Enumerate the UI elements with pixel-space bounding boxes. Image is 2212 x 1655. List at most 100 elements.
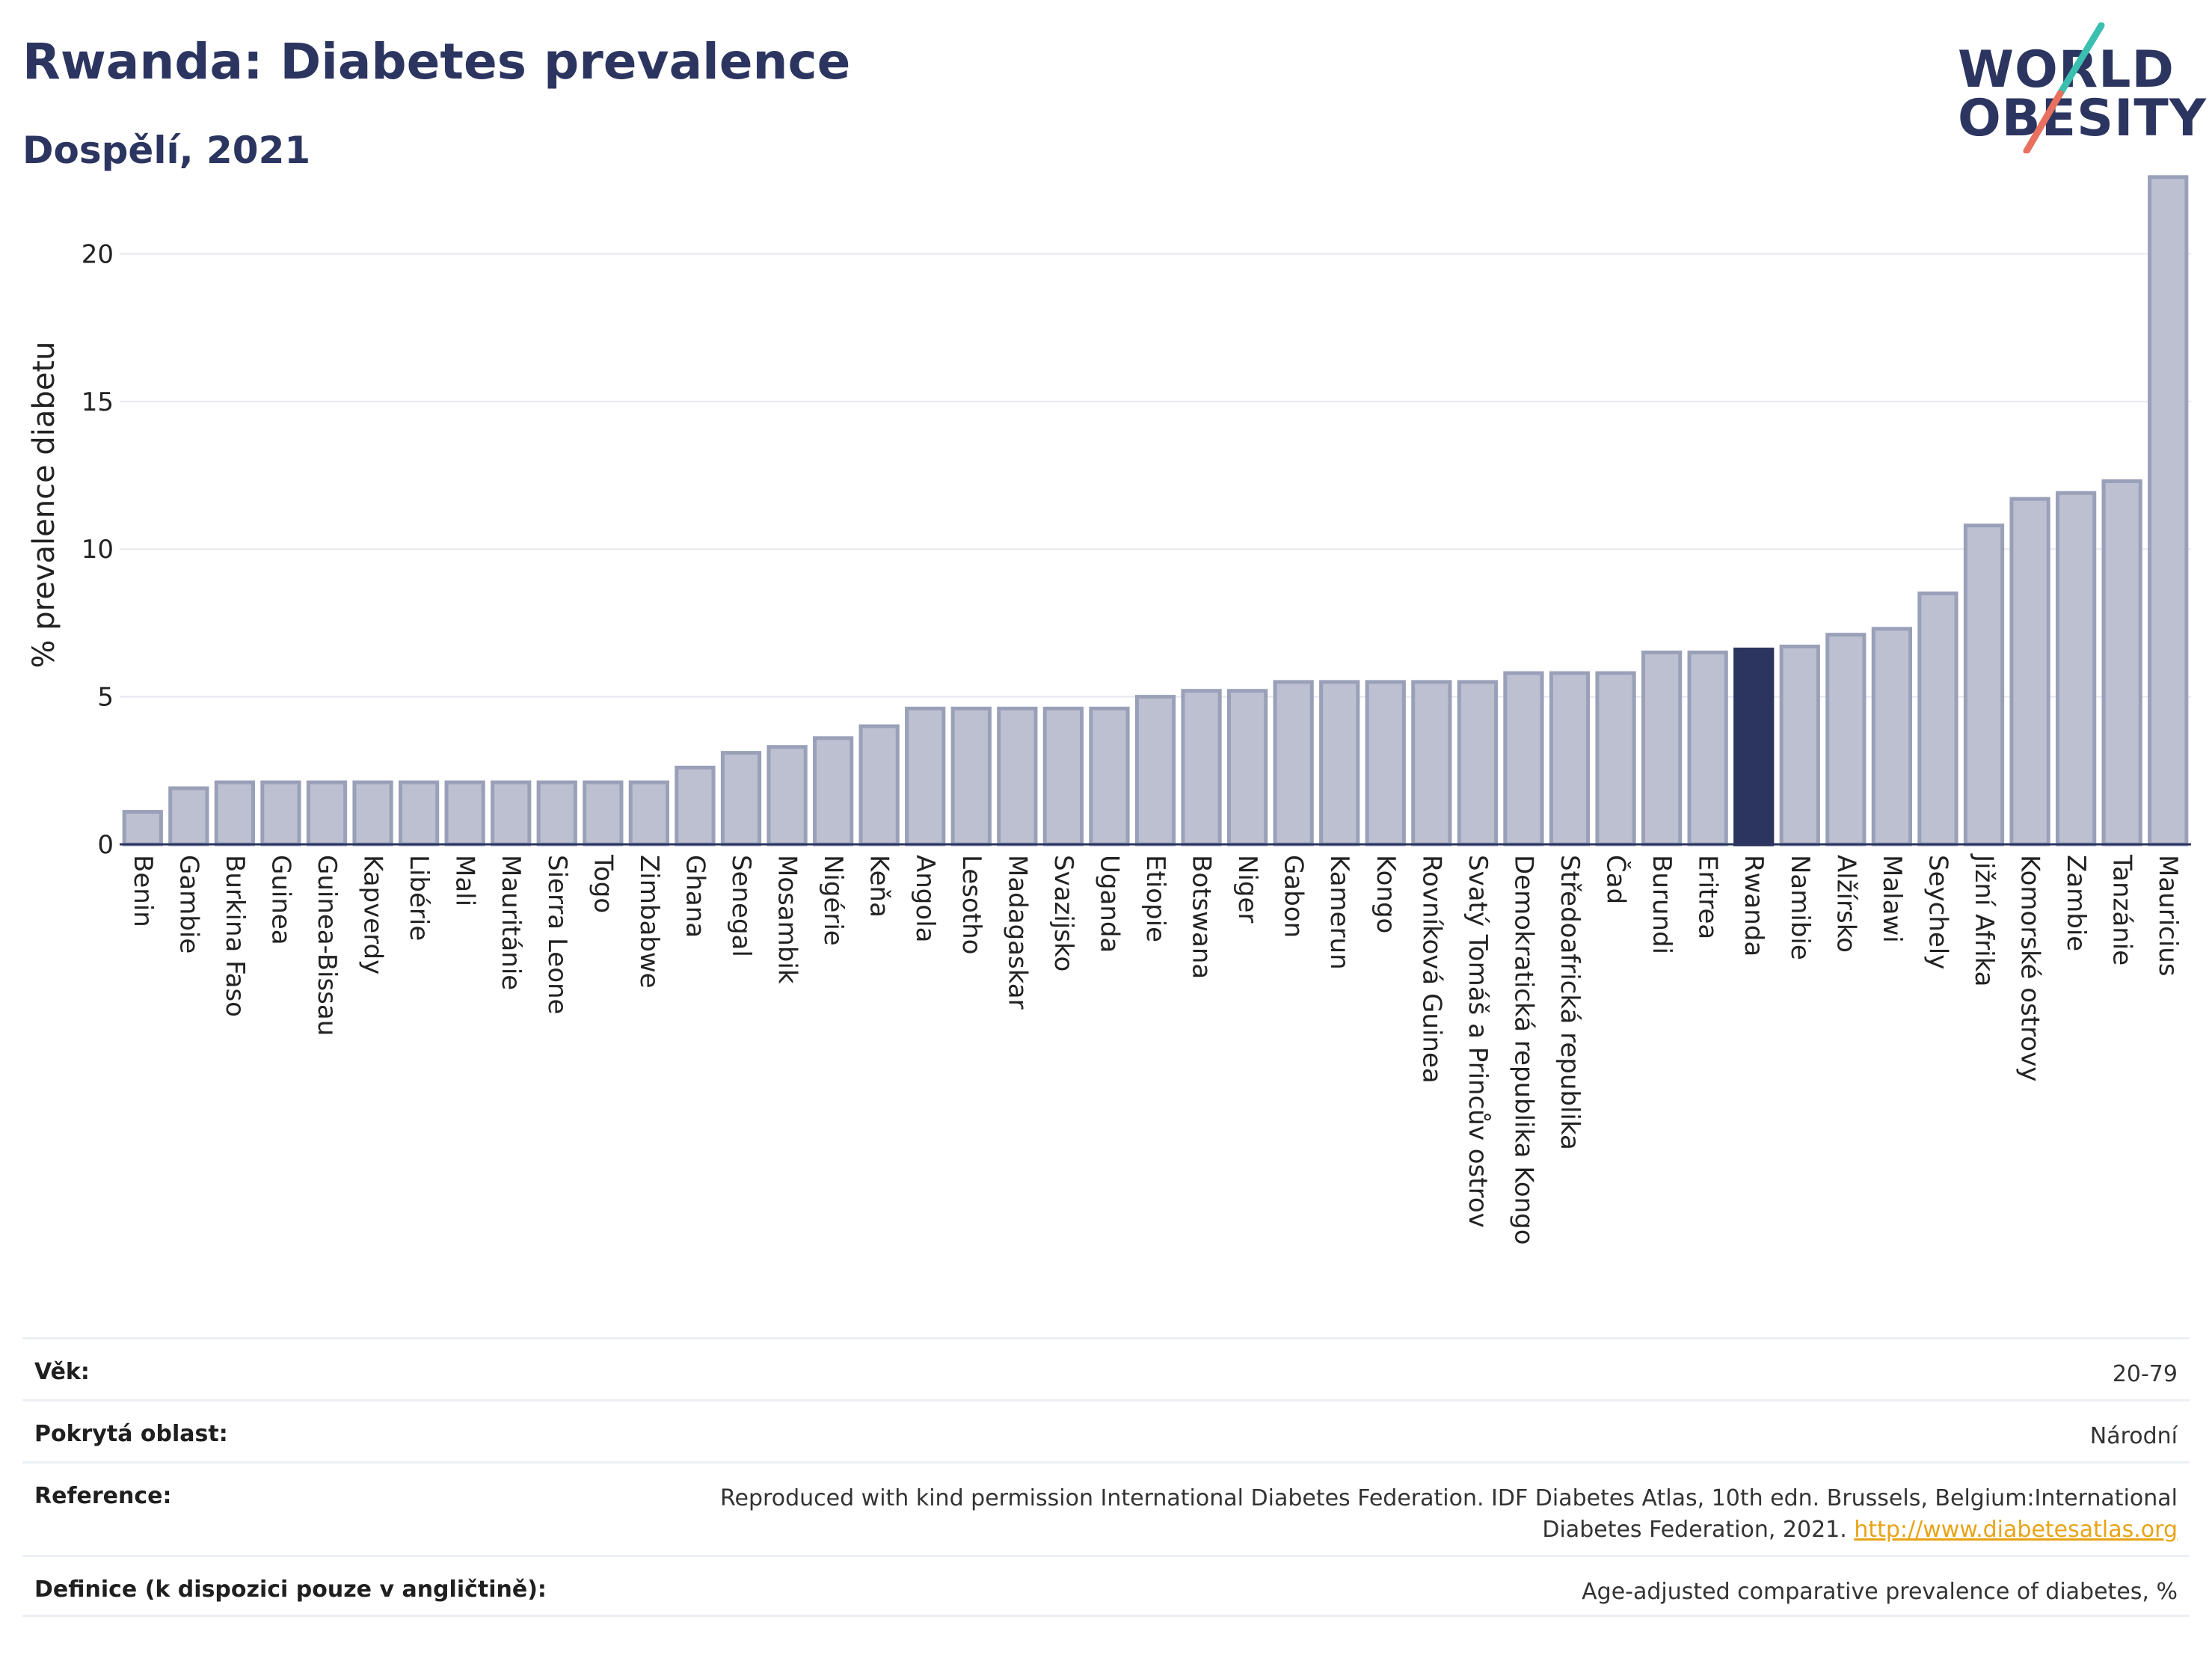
reference-text: Reproduced with kind permission Internat…: [720, 1485, 2178, 1543]
x-tick-label: Seychely: [1923, 855, 1953, 969]
bar: [168, 786, 209, 847]
bar: [858, 724, 900, 847]
x-tick-label: Tanzánie: [2107, 854, 2137, 965]
reference-label: Reference:: [34, 1483, 172, 1509]
bar: [997, 706, 1038, 847]
page-subtitle: Dospělí, 2021: [22, 129, 311, 172]
meta-row-age: Věk: 20-79: [22, 1337, 2190, 1399]
bar: [1181, 689, 1222, 847]
meta-row-area: Pokrytá oblast: Národní: [22, 1399, 2190, 1461]
bar: [398, 780, 440, 847]
bar: [1917, 591, 1958, 847]
bar: [2101, 479, 2142, 847]
bar: [352, 780, 393, 847]
x-tick-label: Sierra Leone: [542, 855, 572, 1014]
bar: [1365, 680, 1406, 847]
definition-label: Definice (k dispozici pouze v angličtině…: [34, 1576, 547, 1603]
logo-slash-icon: [2023, 22, 2105, 153]
bar: [720, 751, 762, 847]
x-tick-label: Mosambik: [772, 855, 802, 984]
bar: [1226, 689, 1268, 847]
x-tick-label: Gambie: [173, 855, 203, 954]
bar: [306, 780, 348, 847]
x-tick-label: Senegal: [726, 855, 756, 957]
bar: [1595, 671, 1636, 847]
bar: [1457, 680, 1499, 847]
x-tick-label: Guinea: [265, 855, 295, 945]
x-tick-label: Guinea-Bissau: [312, 855, 342, 1036]
bar: [1779, 644, 1820, 847]
bar: [1411, 680, 1452, 847]
bar: [1641, 650, 1683, 847]
bar: [2148, 175, 2189, 847]
y-tick-label: 10: [82, 535, 114, 565]
bar: [536, 780, 577, 847]
x-tick-label: Burundi: [1647, 855, 1677, 954]
age-label: Věk:: [34, 1359, 90, 1385]
x-tick-label: Malawi: [1877, 855, 1907, 943]
area-value: Národní: [2089, 1423, 2178, 1449]
x-tick-label: Eritrea: [1693, 855, 1723, 939]
x-tick-label: Kamerun: [1324, 855, 1354, 970]
x-tick-label: Etiopie: [1140, 855, 1170, 942]
bar: [812, 736, 854, 847]
x-tick-label: Alžírsko: [1831, 855, 1861, 953]
bar: [675, 765, 716, 847]
page-title: Rwanda: Diabetes prevalence: [22, 33, 851, 90]
bar: [1963, 523, 2005, 847]
bar: [1134, 695, 1176, 847]
x-tick-label: Niger: [1232, 855, 1262, 923]
x-tick-label: Lesotho: [956, 855, 986, 954]
bar: [1871, 627, 1913, 847]
x-tick-label: Jižní Afrika: [1969, 853, 1999, 987]
bar: [1549, 671, 1591, 847]
x-tick-label: Angola: [910, 855, 940, 942]
bar: [583, 780, 624, 847]
x-tick-label: Demokratická republika Kongo: [1508, 855, 1538, 1245]
bar: [122, 810, 163, 847]
meta-row-reference: Reference: Reproduced with kind permissi…: [22, 1461, 2190, 1555]
y-axis-label: % prevalence diabetu: [27, 342, 61, 669]
x-tick-label: Benin: [128, 855, 158, 927]
x-tick-label: Čad: [1601, 855, 1632, 904]
x-tick-label: Gabon: [1279, 855, 1309, 938]
area-label: Pokrytá oblast:: [34, 1421, 228, 1447]
bar: [214, 780, 256, 847]
bar-highlight: [1733, 647, 1775, 847]
x-tick-label: Mauritánie: [496, 855, 526, 990]
x-tick-label: Mauricius: [2153, 855, 2183, 977]
x-tick-label: Botswana: [1187, 855, 1217, 979]
bar: [2055, 491, 2097, 847]
bar-chart: 0 5 10 15 20 % prevalence diabetu Benin Gambie B…: [27, 175, 2191, 1245]
bar: [766, 745, 808, 847]
x-tick-label: Mali: [450, 855, 480, 906]
bar: [1089, 706, 1130, 847]
x-tick-label: Zambie: [2061, 855, 2091, 951]
bar: [2009, 497, 2050, 847]
definition-value: Age-adjusted comparative prevalence of d…: [1582, 1579, 2178, 1605]
bar: [1273, 680, 1314, 847]
reference-value: Reproduced with kind permission Internat…: [645, 1483, 2178, 1546]
x-tick-label: Kapverdy: [358, 855, 388, 974]
bar: [1825, 633, 1867, 847]
bar: [628, 780, 670, 847]
x-tick-label: Burkina Faso: [220, 855, 250, 1017]
logo-line-2: OBESITY: [1958, 89, 2207, 148]
x-tick-label: Komorské ostrovy: [2015, 855, 2045, 1081]
bar: [905, 706, 946, 847]
x-tick-label: Zimbabwe: [634, 855, 664, 989]
meta-row-definition: Definice (k dispozici pouze v angličtině…: [22, 1555, 2190, 1617]
x-tick-label: Libérie: [404, 855, 434, 941]
bar: [950, 706, 992, 847]
world-obesity-logo: WORLD OBESITY: [1944, 22, 2206, 153]
bar: [1042, 706, 1084, 847]
x-tick-label: Keňa: [864, 855, 894, 918]
age-value: 20-79: [2112, 1361, 2178, 1387]
x-tick-label: Madagaskar: [1002, 855, 1032, 1010]
y-tick-label: 5: [97, 683, 114, 713]
y-tick-label: 15: [82, 387, 114, 417]
y-tick-label: 20: [82, 239, 114, 269]
reference-link[interactable]: http://www.diabetesatlas.org: [1854, 1517, 2178, 1543]
x-tick-label: Togo: [588, 854, 618, 913]
bar: [491, 780, 532, 847]
